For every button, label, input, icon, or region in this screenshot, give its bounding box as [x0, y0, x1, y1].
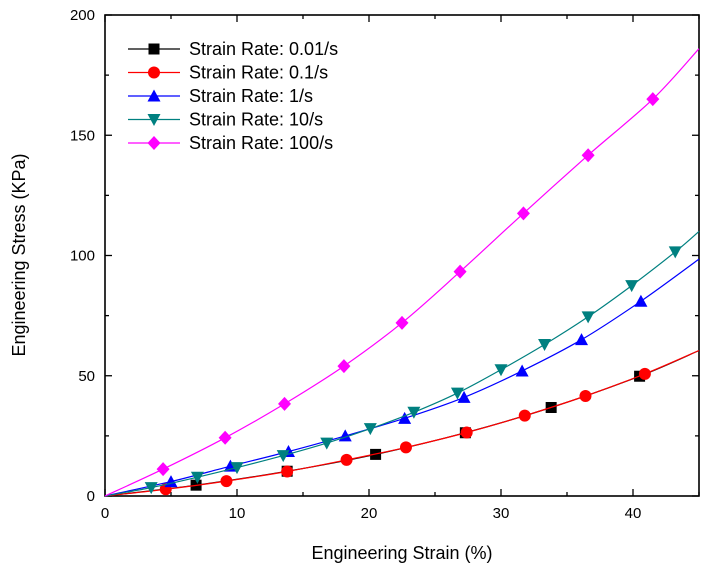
- series-2: [104, 349, 700, 497]
- series-5: [104, 48, 700, 497]
- series-line: [104, 258, 700, 497]
- legend-item: Strain Rate: 100/s: [128, 133, 333, 153]
- data-point: [230, 462, 244, 475]
- data-point: [638, 367, 651, 380]
- series-line: [104, 230, 700, 497]
- data-point: [281, 465, 294, 478]
- data-point: [581, 311, 595, 324]
- data-point: [634, 294, 648, 307]
- x-axis-title: Engineering Strain (%): [311, 543, 492, 563]
- y-tick-label: 50: [78, 368, 95, 385]
- legend-marker: [147, 114, 161, 126]
- legend-item: Strain Rate: 1/s: [128, 86, 313, 106]
- data-point: [320, 437, 334, 450]
- legend-label: Strain Rate: 100/s: [189, 133, 333, 153]
- y-tick-label: 0: [87, 488, 95, 505]
- data-point: [395, 315, 409, 330]
- data-point: [399, 441, 412, 454]
- data-point: [337, 359, 351, 374]
- data-point: [398, 411, 412, 424]
- series-3: [104, 258, 700, 497]
- data-point: [581, 148, 595, 163]
- series-4: [104, 230, 700, 497]
- y-axis-ticks: 0 50 100 150 200: [70, 7, 699, 505]
- data-point: [575, 333, 589, 346]
- data-point: [494, 364, 508, 377]
- data-point: [453, 264, 467, 279]
- x-axis-ticks: 0 10 20 30 40: [101, 15, 700, 522]
- legend-label: Strain Rate: 0.1/s: [189, 63, 328, 83]
- data-point: [516, 206, 530, 221]
- data-point: [407, 406, 421, 419]
- x-tick-label: 30: [493, 505, 510, 522]
- legend-item: Strain Rate: 0.1/s: [128, 63, 328, 83]
- legend: Strain Rate: 0.01/s Strain Rate: 0.1/s Str…: [128, 39, 338, 153]
- legend-marker: [147, 136, 161, 150]
- y-tick-label: 200: [70, 7, 95, 24]
- x-tick-label: 20: [361, 505, 378, 522]
- data-point: [278, 396, 292, 411]
- legend-marker: [148, 66, 160, 79]
- legend-label: Strain Rate: 1/s: [189, 86, 313, 106]
- x-tick-label: 40: [625, 505, 642, 522]
- series-layer: [104, 48, 700, 497]
- data-point: [538, 338, 552, 351]
- data-point: [190, 471, 204, 484]
- y-axis-title: Engineering Stress (KPa): [9, 153, 29, 356]
- x-tick-label: 10: [229, 505, 246, 522]
- data-point: [450, 387, 464, 400]
- legend-label: Strain Rate: 0.01/s: [189, 39, 338, 59]
- x-tick-label: 0: [101, 505, 109, 522]
- data-point: [518, 409, 531, 422]
- data-point: [668, 246, 682, 259]
- legend-item: Strain Rate: 0.01/s: [128, 39, 338, 59]
- data-point: [220, 475, 233, 488]
- y-tick-label: 100: [70, 248, 95, 265]
- legend-label: Strain Rate: 10/s: [189, 110, 323, 130]
- data-point: [156, 462, 170, 477]
- data-point: [460, 426, 473, 439]
- data-point: [457, 390, 471, 403]
- y-tick-label: 150: [70, 127, 95, 144]
- data-point: [340, 453, 353, 466]
- legend-marker: [147, 89, 161, 102]
- data-point: [579, 389, 592, 402]
- data-point: [276, 450, 290, 463]
- data-point: [218, 430, 232, 445]
- legend-marker: [148, 43, 160, 55]
- data-point: [515, 364, 529, 377]
- data-point: [625, 280, 639, 293]
- data-point: [144, 482, 158, 495]
- legend-item: Strain Rate: 10/s: [128, 110, 323, 130]
- data-point: [363, 423, 377, 436]
- data-point: [646, 92, 660, 107]
